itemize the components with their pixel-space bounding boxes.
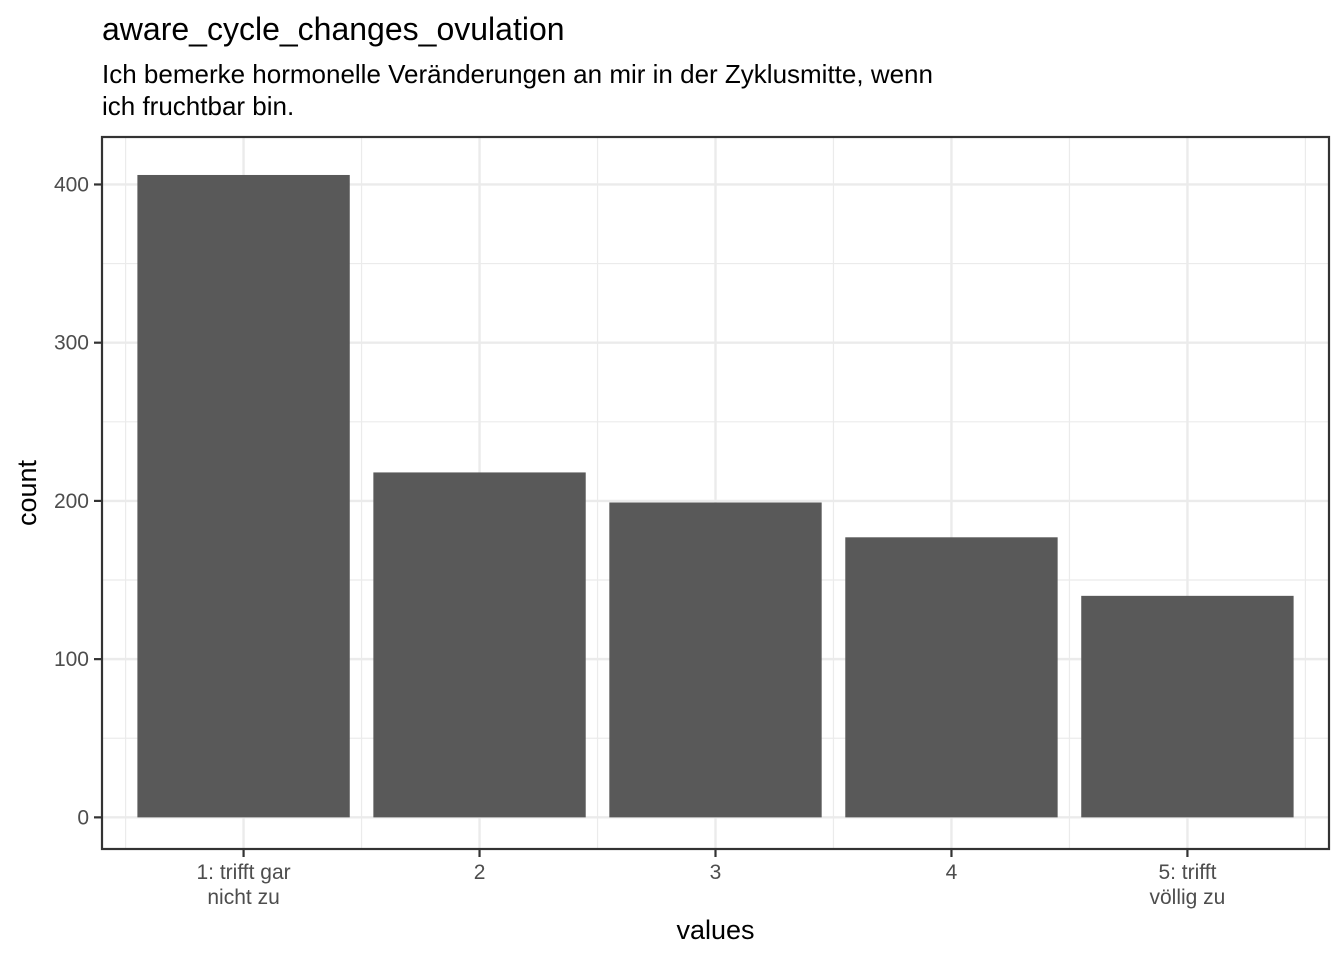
bar <box>373 472 586 818</box>
y-tick-label: 0 <box>77 806 89 829</box>
bar <box>845 537 1058 818</box>
x-tick-label: 1: trifft gar nicht zu <box>196 861 290 909</box>
x-tick-label: 5: trifft völlig zu <box>1149 861 1225 909</box>
x-axis-title: values <box>676 915 754 945</box>
bar <box>137 174 350 818</box>
bar <box>609 502 822 818</box>
x-tick-label-line: 5: trifft <box>1158 861 1216 884</box>
chart-subtitle: Ich bemerke hormonelle Veränderungen an … <box>102 59 940 121</box>
x-tick-label-line: völlig zu <box>1149 886 1225 909</box>
axes: 0 100 200 300 400 1: trifft gar nicht zu 2 3 4 5: … <box>54 173 1225 909</box>
chart-subtitle-line-1: Ich bemerke hormonelle Veränderungen an … <box>102 59 933 89</box>
x-tick-label-line: nicht zu <box>207 886 279 909</box>
x-tick-label-line: 2 <box>474 861 486 884</box>
x-tick-label: 3 <box>710 861 722 884</box>
y-tick-label: 100 <box>54 648 89 671</box>
x-tick-label-line: 1: trifft gar <box>196 861 290 884</box>
chart-subtitle-line-2: ich fruchtbar bin. <box>102 91 294 121</box>
y-tick-label: 300 <box>54 332 89 355</box>
x-tick-label-line: 4 <box>946 861 958 884</box>
bars <box>137 174 1294 818</box>
chart-title: aware_cycle_changes_ovulation <box>102 11 565 47</box>
x-tick-label: 4 <box>946 861 958 884</box>
y-tick-label: 200 <box>54 490 89 513</box>
y-tick-label: 400 <box>54 173 89 196</box>
y-axis-title: count <box>12 459 42 526</box>
x-tick-label-line: 3 <box>710 861 722 884</box>
bar <box>1081 595 1294 818</box>
x-tick-label: 2 <box>474 861 486 884</box>
